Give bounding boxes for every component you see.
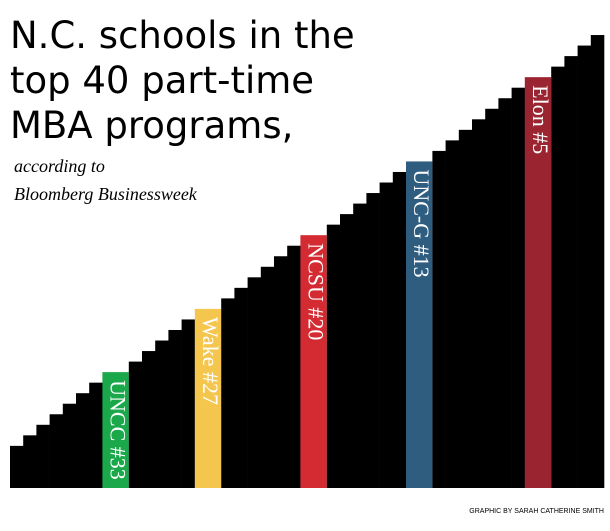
bar: [274, 256, 288, 488]
bar: [128, 361, 143, 488]
bar: [49, 414, 64, 488]
bar-label: Wake #27: [198, 317, 223, 405]
bar: [247, 277, 262, 488]
bar: [511, 87, 526, 489]
bar: [472, 119, 486, 488]
subtitle-line: according to: [14, 156, 105, 176]
bar: [392, 171, 407, 488]
chart-title-line: N.C. schools in the: [10, 14, 355, 57]
bar: [551, 66, 565, 489]
subtitle-line: Bloomberg Businessweek: [14, 184, 198, 204]
bar: [102, 372, 129, 488]
bar: [590, 35, 605, 489]
bar-label: NCSU #20: [304, 243, 329, 340]
chart-title-line: top 40 part-time: [10, 59, 314, 102]
bar: [36, 424, 50, 488]
bar: [353, 203, 367, 489]
bar: [432, 150, 446, 488]
bar: [234, 287, 248, 488]
bar: [181, 319, 196, 488]
bar: [300, 235, 327, 488]
bar: [498, 98, 512, 488]
bar: [366, 193, 380, 488]
bar: [485, 108, 499, 488]
bar-label: UNCC #33: [106, 380, 131, 480]
bar: [564, 56, 578, 489]
bar: [287, 245, 301, 488]
bar: [168, 329, 182, 488]
chart-title-line: MBA programs,: [10, 104, 293, 147]
bar-label: Elon #5: [528, 85, 553, 154]
bar: [260, 266, 275, 488]
bar: [76, 393, 90, 488]
bar: [10, 445, 24, 488]
bar: [445, 140, 460, 488]
bar: [221, 298, 235, 488]
bar: [379, 182, 394, 489]
bar: [142, 351, 156, 488]
bar: [577, 45, 592, 489]
bar: [340, 214, 354, 488]
credit: GRAPHIC BY SARAH CATHERINE SMITH: [469, 508, 604, 515]
bar: [406, 161, 433, 488]
bar: [23, 435, 37, 488]
bar-label: UNC-G #13: [409, 169, 434, 277]
bar: [62, 403, 77, 488]
bar: [524, 77, 552, 488]
bar: [458, 129, 473, 488]
bar: [89, 382, 103, 488]
bar: [194, 308, 222, 488]
bar: [155, 340, 169, 488]
bar: [326, 224, 341, 489]
